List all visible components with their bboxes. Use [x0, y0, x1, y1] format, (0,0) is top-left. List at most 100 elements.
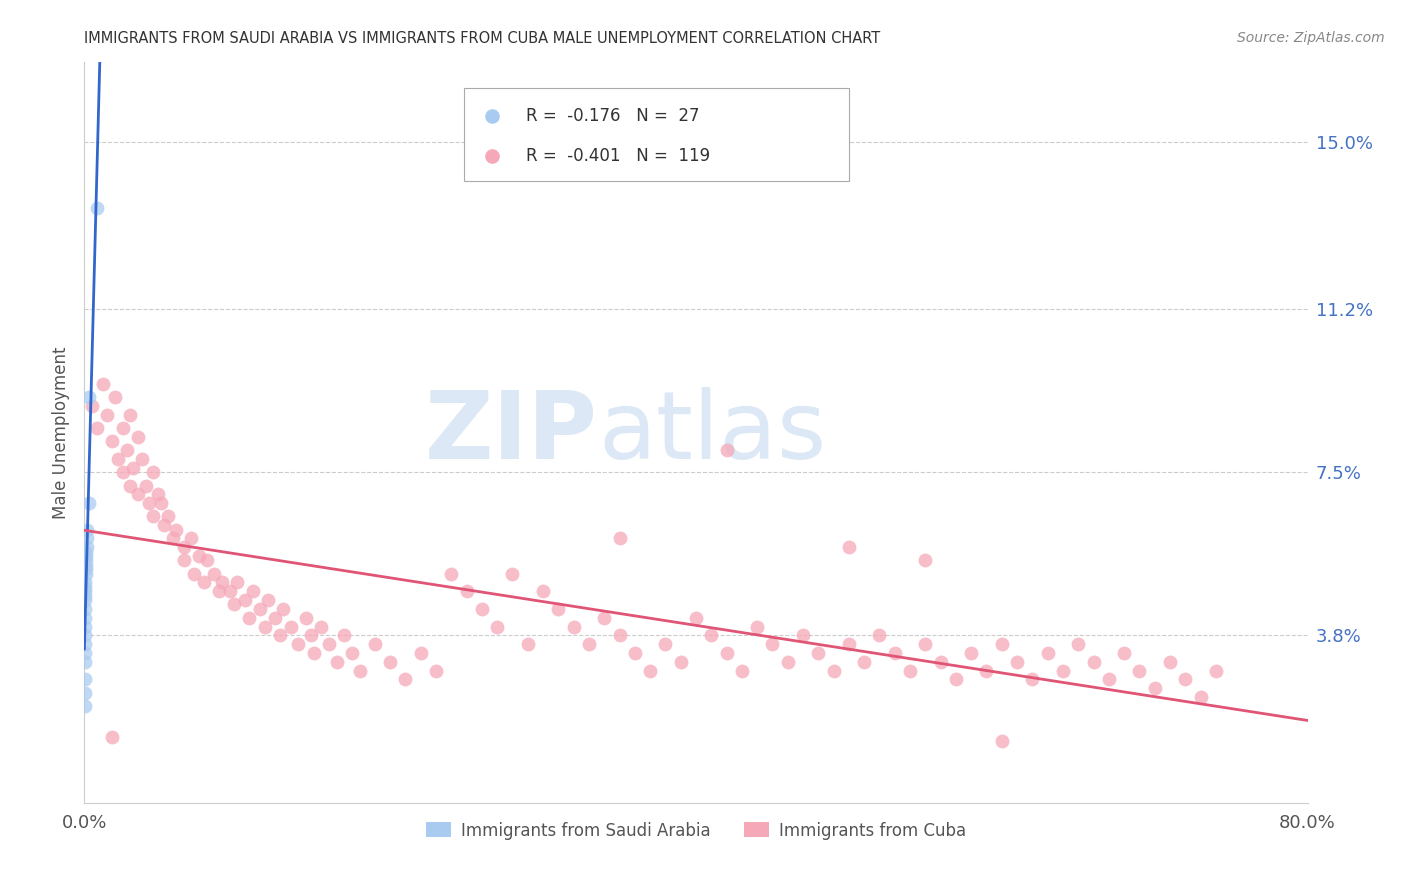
Point: [142, 509, 165, 524]
Point: [173, 553, 195, 567]
Point: [75, 589, 97, 603]
Point: [135, 478, 157, 492]
Point: [976, 664, 998, 678]
Point: [75, 575, 97, 590]
Point: [1067, 637, 1090, 651]
Point: [173, 540, 195, 554]
Point: [76, 523, 98, 537]
Point: [716, 646, 738, 660]
Point: [1098, 673, 1121, 687]
Point: [838, 540, 860, 554]
Point: [75, 673, 97, 687]
Point: [731, 664, 754, 678]
Point: [562, 619, 585, 633]
Point: [776, 655, 799, 669]
Point: [75, 685, 97, 699]
Point: [364, 637, 387, 651]
Point: [609, 532, 631, 546]
Point: [593, 610, 616, 624]
Point: [471, 602, 494, 616]
Point: [75, 698, 97, 713]
Point: [914, 637, 936, 651]
Point: [669, 655, 692, 669]
Point: [869, 628, 891, 642]
Point: [75, 562, 97, 576]
Point: [77, 390, 100, 404]
Point: [86, 421, 108, 435]
Point: [75, 544, 97, 558]
Point: [747, 619, 769, 633]
Point: [131, 452, 153, 467]
Point: [531, 584, 554, 599]
Point: [75, 637, 97, 651]
Point: [1083, 655, 1105, 669]
Point: [716, 443, 738, 458]
Point: [700, 628, 723, 642]
Point: [91, 377, 114, 392]
Point: [280, 619, 302, 633]
Point: [107, 452, 129, 467]
Point: [253, 619, 276, 633]
Point: [249, 602, 271, 616]
Point: [115, 443, 138, 458]
Point: [242, 584, 264, 599]
Point: [1036, 646, 1059, 660]
Point: [1052, 664, 1074, 678]
Point: [183, 566, 205, 581]
Legend: Immigrants from Saudi Arabia, Immigrants from Cuba: Immigrants from Saudi Arabia, Immigrants…: [419, 815, 973, 847]
Point: [960, 646, 983, 660]
Text: R =  -0.401   N =  119: R = -0.401 N = 119: [526, 147, 710, 165]
Point: [101, 730, 124, 744]
Point: [75, 646, 97, 660]
Point: [609, 628, 631, 642]
Point: [761, 637, 783, 651]
Point: [75, 655, 97, 669]
Point: [1114, 646, 1136, 660]
Point: [1143, 681, 1166, 696]
Point: [111, 421, 134, 435]
Point: [914, 553, 936, 567]
Point: [238, 610, 260, 624]
Point: [149, 496, 172, 510]
Point: [340, 646, 363, 660]
Point: [96, 408, 118, 422]
Point: [318, 637, 340, 651]
Point: [75, 566, 97, 581]
Point: [299, 628, 322, 642]
Point: [188, 549, 211, 563]
Point: [75, 610, 97, 624]
Point: [76, 532, 98, 546]
Point: [440, 566, 463, 581]
Point: [302, 646, 325, 660]
Point: [1174, 673, 1197, 687]
Point: [75, 549, 97, 563]
Point: [325, 655, 347, 669]
Point: [264, 610, 287, 624]
Text: atlas: atlas: [598, 386, 827, 479]
Point: [195, 553, 218, 567]
Point: [75, 619, 97, 633]
Point: [883, 646, 905, 660]
Point: [76, 540, 98, 554]
Point: [138, 496, 160, 510]
Point: [153, 518, 176, 533]
Point: [86, 201, 108, 215]
Point: [269, 628, 291, 642]
Point: [218, 584, 240, 599]
Point: [208, 584, 231, 599]
Point: [101, 434, 124, 449]
Point: [807, 646, 830, 660]
Point: [380, 655, 402, 669]
Point: [578, 637, 600, 651]
Point: [193, 575, 215, 590]
Point: [224, 598, 246, 612]
Point: [157, 509, 180, 524]
Point: [547, 602, 569, 616]
Point: [120, 478, 142, 492]
Point: [333, 628, 356, 642]
Point: [226, 575, 249, 590]
Point: [80, 399, 103, 413]
Point: [120, 408, 142, 422]
Point: [425, 664, 447, 678]
Text: ZIP: ZIP: [425, 386, 598, 479]
